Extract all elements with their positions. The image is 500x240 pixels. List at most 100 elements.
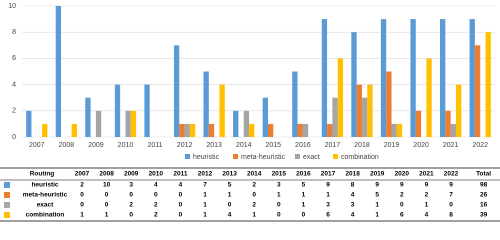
bar bbox=[267, 123, 274, 137]
table-swatch bbox=[4, 212, 10, 218]
x-tick-label: 2011 bbox=[148, 142, 163, 149]
table-cell: 2 bbox=[400, 192, 404, 199]
table-cell: 0 bbox=[129, 212, 133, 219]
bar bbox=[71, 123, 77, 137]
x-tick-label: 2010 bbox=[118, 142, 134, 149]
table-cell: 3 bbox=[129, 182, 133, 189]
bar bbox=[410, 19, 416, 138]
table-cell: 0 bbox=[277, 202, 281, 209]
bar bbox=[243, 110, 250, 137]
table-cell: 1 bbox=[228, 192, 232, 199]
x-tick-label: 2013 bbox=[206, 142, 222, 149]
table-cell: 4 bbox=[154, 182, 158, 189]
table-cell: 0 bbox=[400, 202, 404, 209]
table-swatch bbox=[4, 182, 10, 188]
data-table: Routing 2007 2008 2009 2010 2011 2012 2013 2014 2… bbox=[0, 167, 500, 222]
table-cell: 1 bbox=[277, 192, 281, 199]
bar bbox=[450, 123, 456, 137]
bar bbox=[144, 84, 150, 137]
table-total: 26 bbox=[480, 192, 488, 199]
table-cell: 0 bbox=[228, 202, 232, 209]
x-tick-label: 2014 bbox=[236, 142, 252, 149]
table-cell: 0 bbox=[179, 202, 183, 209]
table-total: 98 bbox=[480, 182, 488, 189]
table-cell: 4 bbox=[351, 192, 355, 199]
table-row-label: exact bbox=[37, 202, 54, 209]
table-cell: 2 bbox=[80, 182, 84, 189]
legend-swatch bbox=[333, 154, 338, 159]
table-year: 2020 bbox=[395, 171, 410, 178]
table-cell: 3 bbox=[277, 182, 281, 189]
legend-label: meta-heuristic bbox=[241, 154, 285, 161]
table-row-label: combination bbox=[26, 212, 65, 219]
legend-swatch bbox=[233, 154, 238, 159]
table-total: 16 bbox=[480, 202, 488, 209]
bar bbox=[262, 97, 268, 137]
bar bbox=[361, 97, 368, 137]
table-year: 2012 bbox=[198, 171, 213, 178]
bar bbox=[327, 123, 333, 137]
table-cell: 5 bbox=[302, 182, 306, 189]
y-tick-label: 8 bbox=[12, 29, 16, 36]
bar bbox=[26, 110, 32, 137]
bar bbox=[219, 84, 225, 137]
legend-label: exact bbox=[303, 154, 320, 161]
table-year: 2008 bbox=[99, 171, 114, 178]
bar bbox=[189, 123, 196, 137]
bar bbox=[415, 110, 422, 137]
table-cell: 2 bbox=[425, 192, 429, 199]
table-cell: 1 bbox=[80, 212, 84, 219]
bar bbox=[114, 84, 121, 137]
x-tick-label: 2021 bbox=[443, 142, 459, 149]
table-cell: 9 bbox=[449, 182, 453, 189]
bar bbox=[184, 123, 190, 137]
table-year: 2015 bbox=[272, 171, 287, 178]
bar bbox=[485, 32, 491, 138]
x-tick-label: 2015 bbox=[265, 142, 281, 149]
table-row-label: heuristic bbox=[31, 182, 58, 189]
bar bbox=[233, 110, 239, 137]
table-cell: 1 bbox=[375, 202, 379, 209]
table-year: 2021 bbox=[419, 171, 434, 178]
table-total: 39 bbox=[480, 212, 488, 219]
bar bbox=[380, 19, 387, 138]
table-cell: 0 bbox=[449, 202, 453, 209]
table-cell: 3 bbox=[326, 202, 330, 209]
bar bbox=[302, 123, 309, 137]
table-cell: 0 bbox=[252, 192, 256, 199]
table-cell: 0 bbox=[105, 192, 109, 199]
table-cell: 1 bbox=[302, 192, 306, 199]
bar bbox=[179, 123, 185, 137]
bar bbox=[455, 84, 462, 137]
x-tick-label: 2022 bbox=[472, 142, 488, 149]
bar bbox=[474, 45, 481, 137]
y-tick-label: 4 bbox=[12, 81, 16, 88]
bar bbox=[337, 58, 344, 137]
bar bbox=[386, 71, 392, 137]
bar bbox=[367, 84, 373, 137]
bar bbox=[130, 110, 137, 137]
table-cell: 4 bbox=[425, 212, 429, 219]
table-year: 2019 bbox=[370, 171, 385, 178]
table-year: 2009 bbox=[124, 171, 139, 178]
bar bbox=[297, 123, 303, 137]
x-tick-label: 2007 bbox=[29, 142, 45, 149]
bar bbox=[391, 123, 397, 137]
table-cell: 1 bbox=[203, 212, 207, 219]
bar bbox=[125, 110, 131, 137]
table-cell: 0 bbox=[105, 202, 109, 209]
table-cell: 1 bbox=[252, 212, 256, 219]
table-cell: 0 bbox=[179, 192, 183, 199]
bar bbox=[351, 32, 357, 138]
table-year: 2016 bbox=[296, 171, 311, 178]
legend-swatch bbox=[295, 154, 300, 159]
bar bbox=[208, 123, 215, 137]
table-cell: 0 bbox=[154, 192, 158, 199]
bar bbox=[173, 45, 180, 137]
x-tick-label: 2012 bbox=[177, 142, 193, 149]
table-cell: 2 bbox=[129, 202, 133, 209]
table-cell: 3 bbox=[351, 202, 355, 209]
table-cell: 5 bbox=[228, 182, 232, 189]
y-tick-label: 2 bbox=[12, 108, 16, 115]
